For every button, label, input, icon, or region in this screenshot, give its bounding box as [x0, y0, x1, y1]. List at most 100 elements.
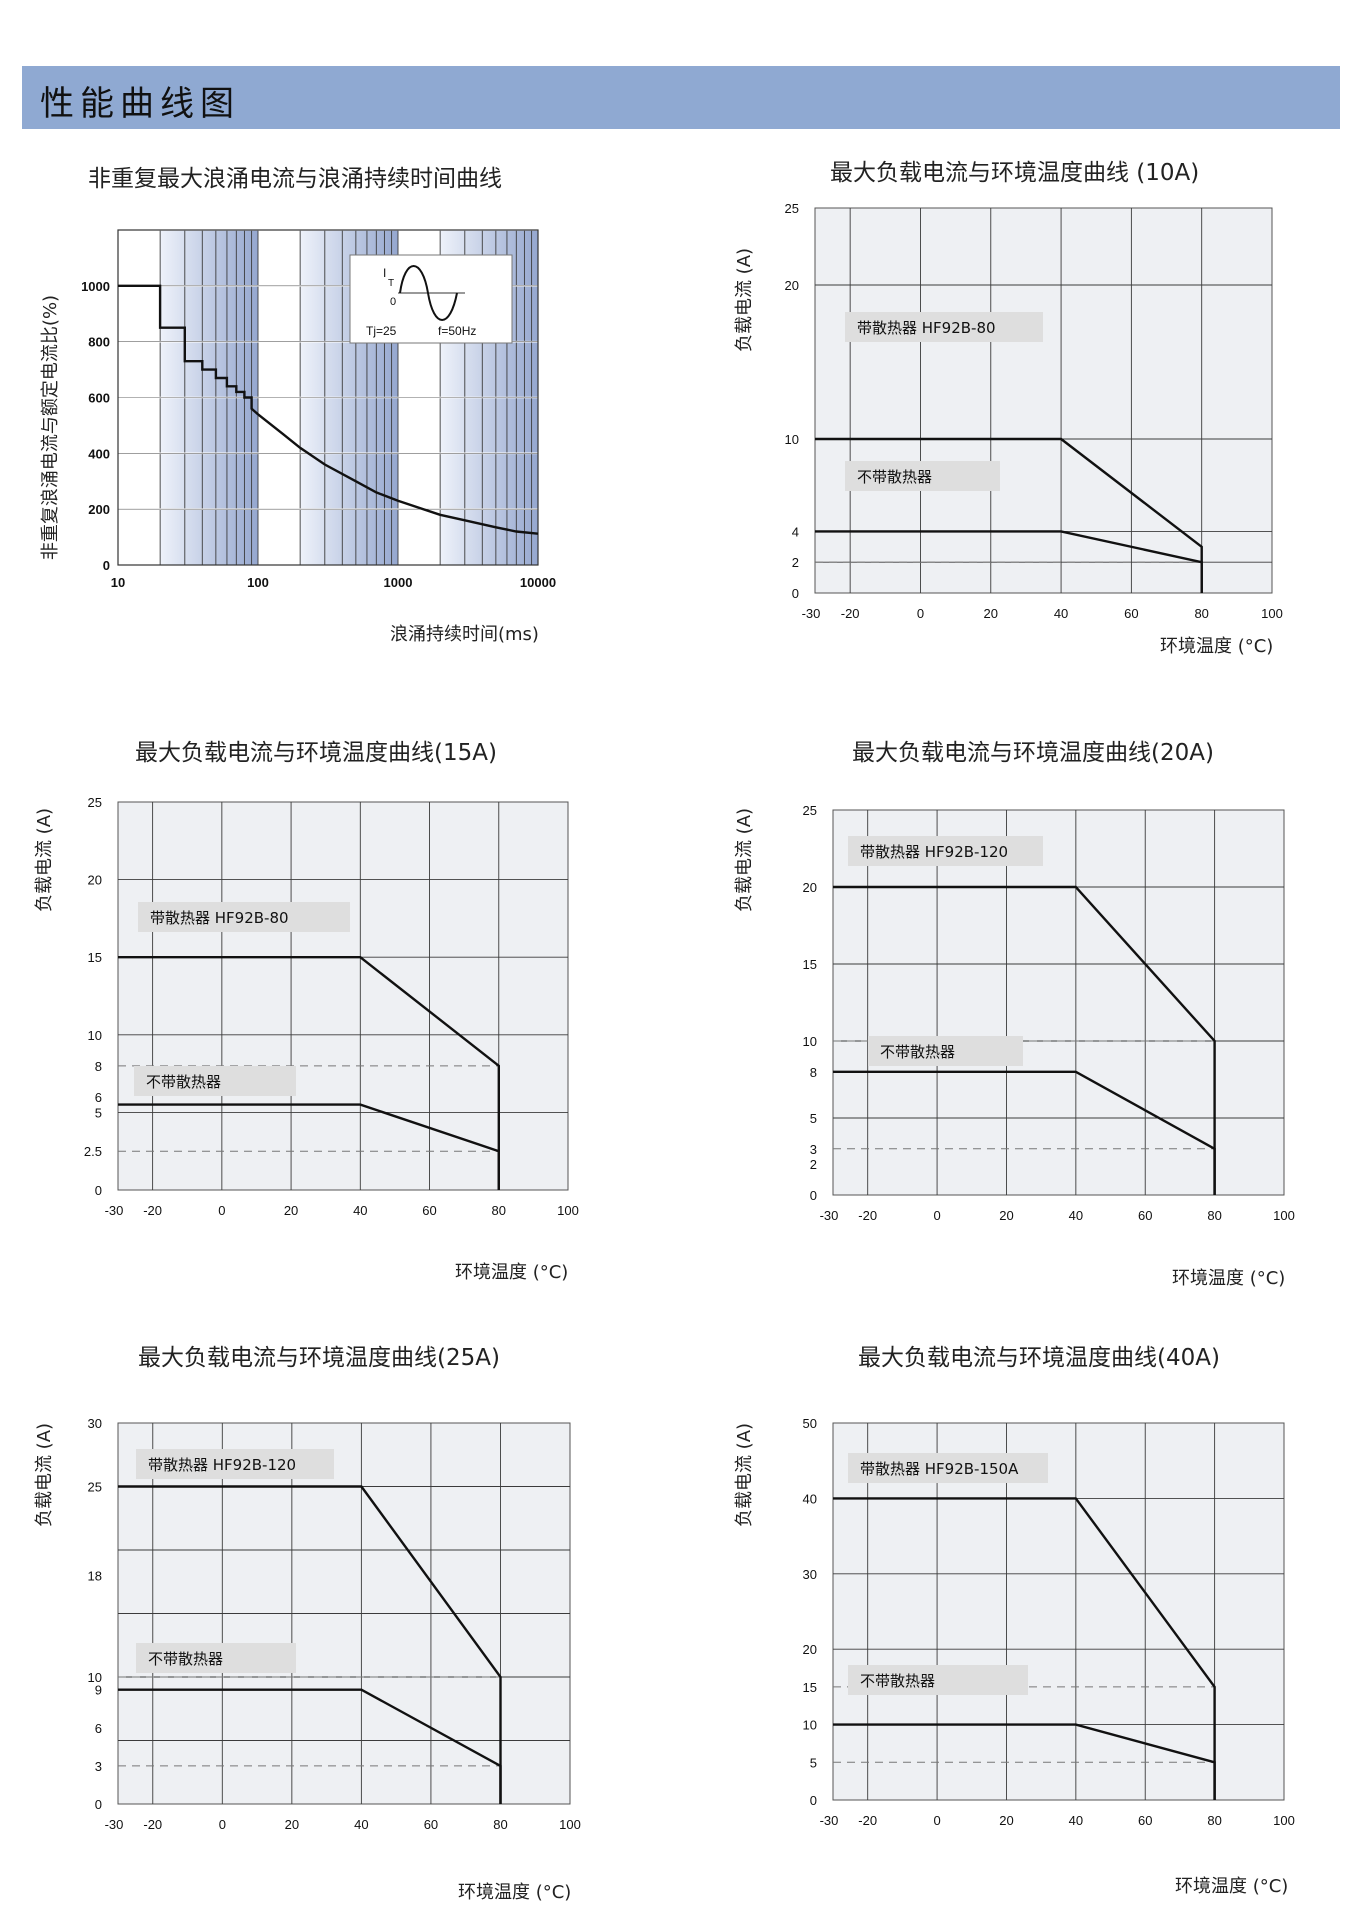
y-tick-label: 0: [95, 1183, 102, 1198]
y-tick-label: 200: [88, 502, 110, 517]
plot-area: [814, 207, 1273, 594]
y-tick-label: 400: [88, 446, 110, 461]
label-with-heatsink-bg: [845, 312, 1043, 342]
series-line-with-heatsink: [833, 1497, 1216, 1800]
y-tick-label: 5: [810, 1111, 817, 1126]
chart-title: 最大负载电流与环境温度曲线(15A): [135, 740, 497, 766]
y-tick-label: 10: [803, 1034, 817, 1049]
surge-chart-panel: 非重复最大浪涌电流与浪涌持续时间曲线 0 200 400 600 800 1000 10 100…: [0, 150, 620, 670]
plot-area: [117, 801, 569, 1191]
x-tick-label: 10: [111, 575, 125, 590]
x-tick-label: 20: [999, 1813, 1013, 1828]
x-tick-label: 60: [424, 1817, 438, 1832]
x-axis-label: 环境温度 (°C): [1175, 1876, 1288, 1897]
series-line-no-heatsink: [815, 530, 1203, 593]
label-with-heatsink-bg: [848, 1453, 1048, 1483]
x-tick-label: 100: [247, 575, 269, 590]
chart-25a: 最大负载电流与环境温度曲线(25A) 带散热器 HF92B-120 不带散热器 0 3 6…: [34, 1345, 581, 1903]
x-tick-label: -30: [820, 1208, 839, 1223]
label-with-heatsink: 带散热器 HF92B-80: [857, 319, 996, 337]
chart-title: 非重复最大浪涌电流与浪涌持续时间曲线: [88, 166, 502, 192]
surge-series-line: [118, 284, 539, 535]
label-with-heatsink-bg: [848, 836, 1043, 866]
series-line-with-heatsink: [833, 885, 1216, 1195]
y-axis-label: 负载电流 (A): [734, 808, 755, 912]
chart-title: 最大负载电流与环境温度曲线(40A): [858, 1345, 1220, 1371]
x-tick-label: 0: [933, 1208, 940, 1223]
x-tick-label: 40: [1054, 606, 1068, 621]
y-tick-label: 5: [810, 1755, 817, 1770]
y-tick-label: 0: [792, 586, 799, 601]
y-tick-label: 30: [88, 1416, 102, 1431]
label-with-heatsink-bg: [136, 1449, 334, 1479]
x-tick-label: 80: [1207, 1813, 1221, 1828]
series-line-with-heatsink: [118, 1485, 502, 1804]
x-tick-label: 60: [422, 1203, 436, 1218]
y-tick-label: 3: [95, 1759, 102, 1774]
y-axis-label: 负载电流 (A): [734, 1423, 755, 1527]
y-tick-label: 2.5: [84, 1144, 102, 1159]
plot-area: [832, 1422, 1285, 1801]
y-tick-label: 15: [803, 1680, 817, 1695]
y-tick-label: 10: [785, 432, 799, 447]
label-with-heatsink: 带散热器 HF92B-80: [150, 909, 289, 927]
x-tick-label: 100: [559, 1817, 581, 1832]
x-tick-label: -20: [858, 1813, 877, 1828]
x-axis-label: 环境温度 (°C): [1172, 1268, 1285, 1289]
label-no-heatsink: 不带散热器: [860, 1672, 935, 1690]
x-tick-label: 60: [1124, 606, 1138, 621]
series-line-no-heatsink: [118, 1688, 502, 1804]
x-tick-label: -20: [143, 1203, 162, 1218]
y-tick-label: 25: [785, 201, 799, 216]
x-tick-label: 10000: [520, 575, 556, 590]
y-tick-label: 40: [803, 1491, 817, 1506]
y-tick-label: 8: [810, 1065, 817, 1080]
label-no-heatsink-bg: [845, 461, 1000, 491]
chart-10a-panel: 最大负载电流与环境温度曲线 (10A) 带散热器 HF92B-80 不带散热器 0 2 4…: [680, 150, 1356, 670]
label-no-heatsink: 不带散热器: [880, 1043, 955, 1061]
y-axis-label: 负载电流 (A): [34, 808, 55, 912]
x-tick-label: 40: [1069, 1813, 1083, 1828]
y-tick-label: 30: [803, 1567, 817, 1582]
y-tick-label: 20: [803, 1642, 817, 1657]
series-line-no-heatsink: [118, 1103, 500, 1190]
y-tick-label: 5: [95, 1105, 102, 1120]
y-tick-label: 4: [792, 524, 799, 539]
chart-40a-panel: 最大负载电流与环境温度曲线(40A) 带散热器 HF92B-150A 不带散热器 0 5…: [680, 1330, 1356, 1910]
y-tick-label: 6: [95, 1721, 102, 1736]
x-tick-label: 20: [999, 1208, 1013, 1223]
x-tick-label: 0: [219, 1817, 226, 1832]
y-tick-label: 3: [810, 1142, 817, 1157]
y-axis-label: 非重复浪涌电流与额定电流比(%): [40, 295, 61, 560]
y-tick-label: 10: [88, 1670, 102, 1685]
chart-10a: 最大负载电流与环境温度曲线 (10A) 带散热器 HF92B-80 不带散热器 0 2 4…: [734, 160, 1283, 657]
label-no-heatsink-bg: [848, 1665, 1028, 1695]
plot-frame: [117, 229, 539, 566]
y-tick-label: 9: [95, 1683, 102, 1698]
series-line-with-heatsink: [118, 956, 500, 1190]
x-tick-label: -20: [858, 1208, 877, 1223]
x-tick-label: -30: [820, 1813, 839, 1828]
section-header: 性能曲线图: [22, 66, 1340, 129]
label-with-heatsink: 带散热器 HF92B-120: [148, 1456, 296, 1474]
y-tick-label: 6: [95, 1090, 102, 1105]
x-tick-label: 20: [984, 606, 998, 621]
chart-20a-panel: 最大负载电流与环境温度曲线(20A) 带散热器 HF92B-120 不带散热器 0 2 3…: [680, 730, 1356, 1290]
y-tick-label: 1000: [81, 279, 110, 294]
y-tick-label: 0: [103, 558, 110, 573]
label-with-heatsink-bg: [138, 902, 350, 932]
chart-15a: 最大负载电流与环境温度曲线(15A) 带散热器 HF92B-80 不带散热器 0 2.5…: [34, 740, 579, 1283]
x-tick-label: -30: [105, 1817, 124, 1832]
inset-it-label: I: [383, 266, 386, 280]
inset-tj: Tj=25: [366, 324, 397, 338]
x-tick-label: 0: [218, 1203, 225, 1218]
y-tick-label: 0: [810, 1793, 817, 1808]
inset-sine-wave: [399, 265, 458, 321]
x-tick-label: -30: [802, 606, 821, 621]
y-tick-label: 0: [810, 1188, 817, 1203]
label-with-heatsink: 带散热器 HF92B-150A: [860, 1460, 1019, 1478]
x-tick-label: 100: [1273, 1813, 1295, 1828]
y-tick-label: 0: [95, 1797, 102, 1812]
x-tick-label: 40: [354, 1817, 368, 1832]
